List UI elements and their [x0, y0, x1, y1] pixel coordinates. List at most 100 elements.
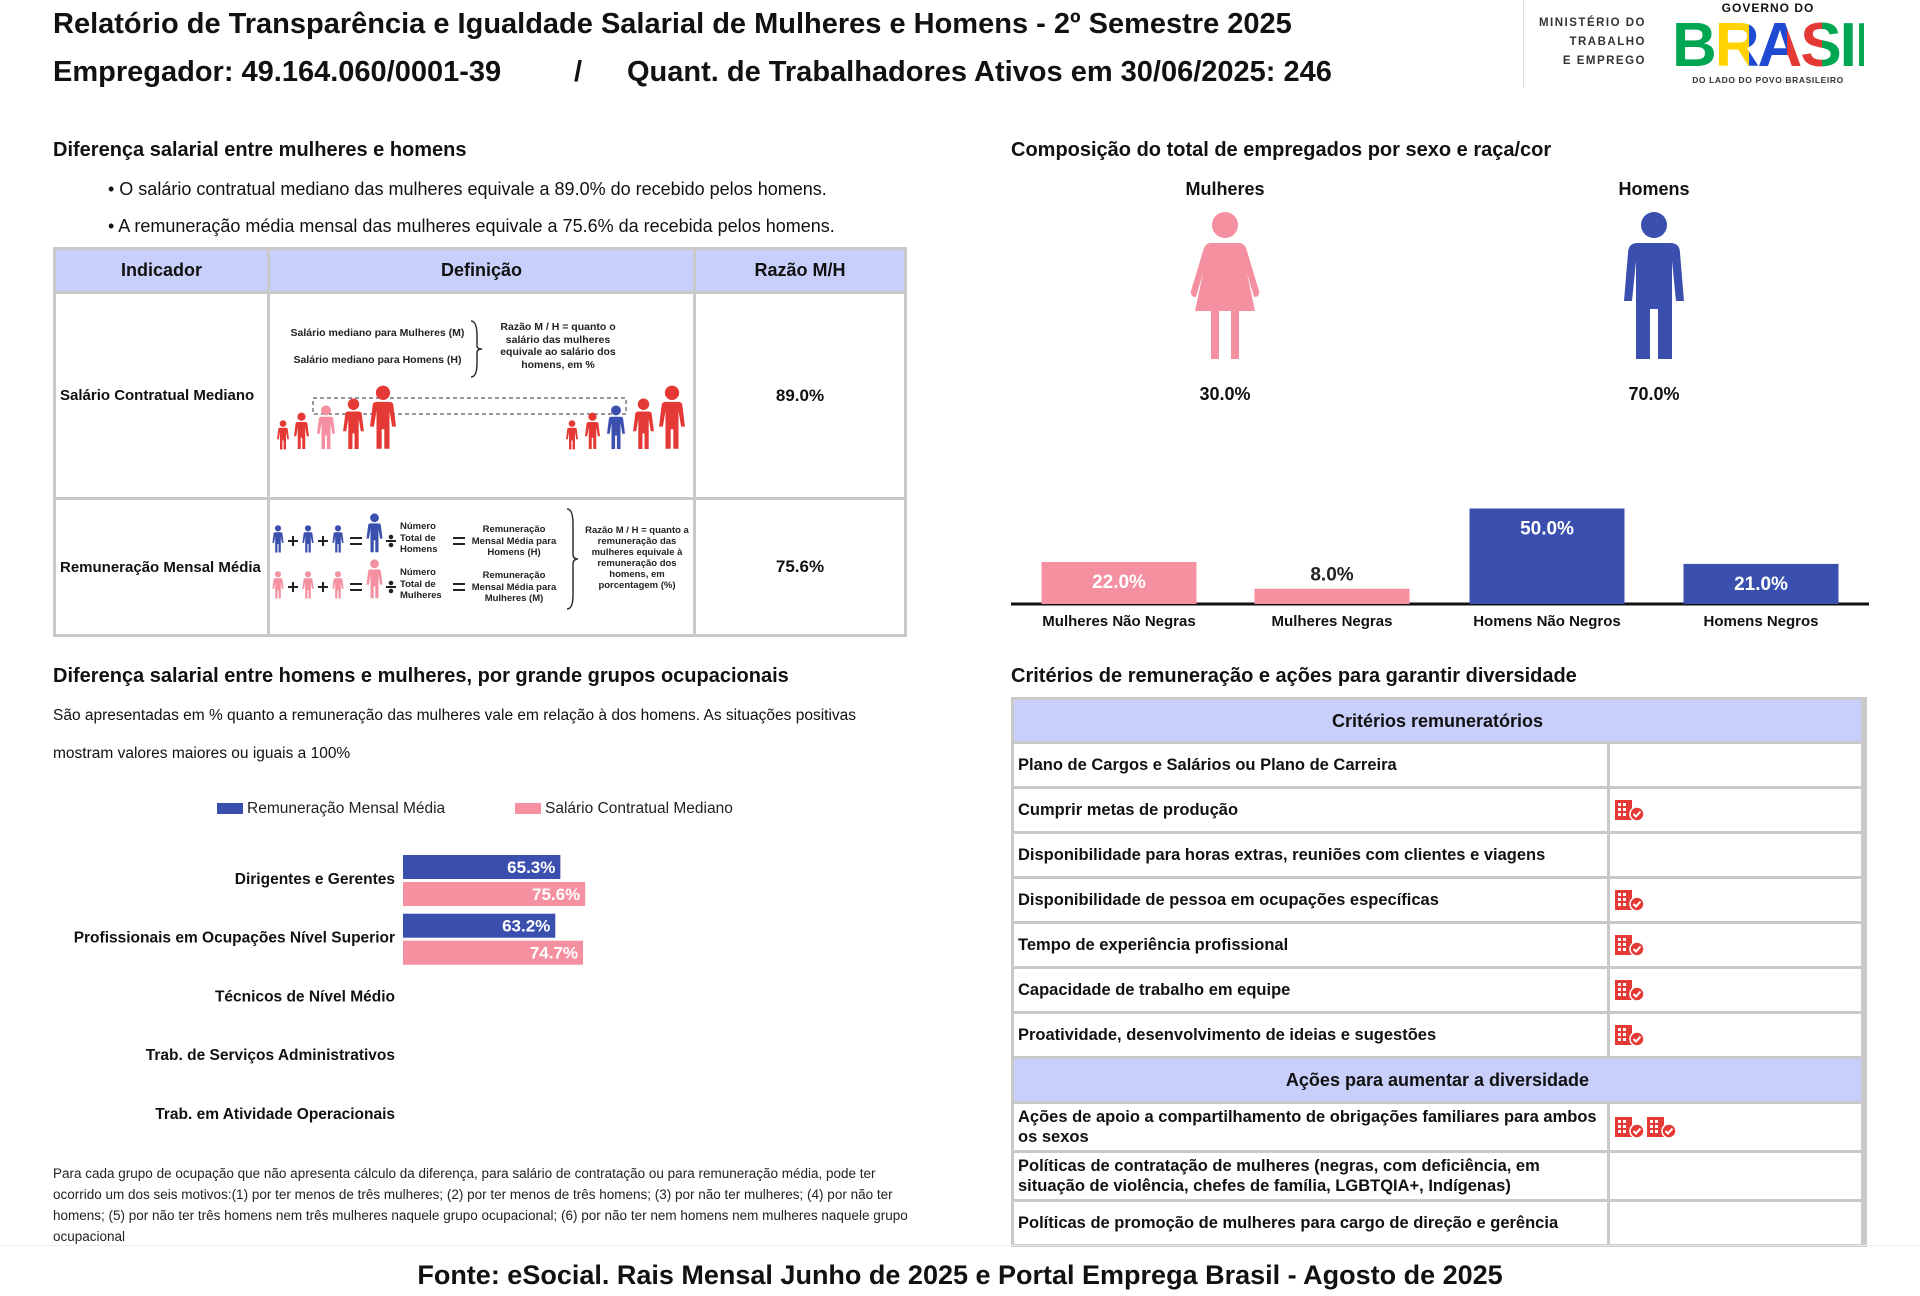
women-label: Mulheres: [1185, 179, 1265, 199]
bar: [1469, 508, 1625, 604]
icon-cell: [1610, 1104, 1861, 1150]
table-header: Razão M/H: [696, 250, 904, 291]
category-label: Homens Não Negros: [1473, 613, 1621, 630]
criterion: Disponibilidade de pessoa em ocupações e…: [1014, 879, 1607, 921]
category-label: Técnicos de Nível Médio: [215, 988, 395, 1005]
definition-cell: [270, 500, 693, 634]
criterion: Proatividade, desenvolvimento de ideias …: [1014, 1014, 1607, 1056]
icon: [1646, 1115, 1678, 1139]
value-label: 65.3%: [507, 858, 555, 877]
value-label: 63.2%: [502, 917, 550, 936]
bar: [403, 882, 586, 906]
icon-cell: [1610, 1153, 1861, 1199]
icon: [1614, 888, 1646, 912]
icon-cell: [1610, 1014, 1861, 1056]
bar: [403, 855, 561, 879]
icon: [1614, 1115, 1646, 1139]
bar: [403, 940, 584, 965]
ministry-line: MINISTÉRIO DO: [1538, 17, 1646, 29]
category-label: Mulheres Não Negras: [1042, 613, 1195, 630]
legend-label: Remuneração Mensal Média: [247, 800, 446, 817]
bar: [1254, 588, 1410, 604]
definition-text: Razão M / H = quanto o salário das mulhe…: [500, 321, 616, 371]
value-label: 50.0%: [1520, 519, 1574, 540]
icon-cell: [1610, 924, 1861, 966]
definition-text: Remuneração Mensal Média para Homens (H): [471, 524, 557, 558]
section-title: Critérios de remuneração e ações para ga…: [1011, 665, 1577, 687]
legend-swatch: [515, 803, 541, 814]
category-label: Homens Negros: [1703, 613, 1818, 630]
table-header: Indicador: [56, 250, 267, 291]
table-header: Definição: [270, 250, 693, 291]
gov-tagline: DO LADO DO POVO BRASILEIRO: [1692, 75, 1844, 85]
value-label: 75.6%: [532, 885, 580, 904]
definition-diagram: [277, 320, 685, 450]
man-figure: [1624, 212, 1684, 359]
indicator-table: Indicador Definição Razão M/H Salário Co…: [53, 247, 907, 637]
category-label: Dirigentes e Gerentes: [235, 871, 395, 888]
icon-cell: [1610, 1202, 1861, 1244]
value-label: 21.0%: [1734, 574, 1788, 595]
category-label: Trab. em Atividade Operacionais: [155, 1106, 395, 1123]
definition-text: Número Total de Mulheres: [400, 567, 442, 601]
definition-cell: [270, 294, 693, 497]
logo-divider: [1523, 0, 1524, 88]
section-title: Diferença salarial entre homens e mulher…: [53, 665, 789, 687]
definition-diagram: [272, 508, 579, 610]
women-share: 30.0%: [1199, 384, 1251, 404]
men-label: Homens: [1618, 179, 1690, 199]
definition-text: Razão M / H = quanto a remuneração das m…: [585, 525, 689, 591]
definition-text: Salário mediano para Mulheres (M): [290, 327, 465, 339]
definition-text: Salário mediano para Homens (H): [293, 354, 462, 366]
criterion: Disponibilidade para horas extras, reuni…: [1014, 834, 1607, 876]
footer-rule: [0, 1245, 1920, 1246]
note: Para cada grupo de ocupação que não apre…: [53, 1166, 908, 1244]
gov-brasil: BRASIL: [1672, 11, 1893, 80]
bar: [1041, 561, 1197, 604]
composition-chart: 22.0% Mulheres Não Negras 8.0% Mulheres Neg…: [1011, 508, 1869, 630]
section-title: Diferença salarial entre mulheres e home…: [53, 139, 467, 161]
category-label: Profissionais em Ocupações Nível Superio…: [74, 930, 395, 947]
occupational-chart: Remuneração Mensal Média Salário Contratu…: [74, 800, 733, 1123]
criteria-table: Critérios remuneratórios Plano de Cargos…: [1011, 697, 1867, 1247]
value-label: 8.0%: [1310, 565, 1353, 586]
ratio: 89.0%: [696, 294, 904, 497]
separator: /: [574, 56, 583, 88]
definition-text: Número Total de Homens: [400, 521, 438, 555]
men-share: 70.0%: [1628, 384, 1680, 404]
icon: [1614, 933, 1646, 957]
criterion: Cumprir metas de produção: [1014, 789, 1607, 831]
value-label: 22.0%: [1092, 572, 1146, 593]
bullet: • A remuneração média mensal das mulhere…: [108, 216, 835, 236]
icon-cell: [1610, 789, 1861, 831]
icon: [1614, 798, 1646, 822]
indicator: Remuneração Mensal Média: [56, 500, 267, 634]
section-title: Composição do total de empregados por se…: [1011, 139, 1552, 161]
footer-source: Fonte: eSocial. Rais Mensal Junho de 202…: [417, 1260, 1503, 1290]
indicator: Salário Contratual Mediano: [56, 294, 267, 497]
icon-cell: [1610, 969, 1861, 1011]
category-label: Mulheres Negras: [1272, 613, 1393, 630]
definition-text: Remuneração Mensal Média para Mulheres (…: [471, 570, 557, 604]
woman-figure: [1190, 212, 1260, 359]
criterion: Tempo de experiência profissional: [1014, 924, 1607, 966]
title: Relatório de Transparência e Igualdade S…: [53, 8, 1292, 40]
ratio: 75.6%: [696, 500, 904, 634]
criterion: Plano de Cargos e Salários ou Plano de C…: [1014, 744, 1607, 786]
icon: [1614, 1023, 1646, 1047]
table-heading: Ações para aumentar a diversidade: [1014, 1059, 1861, 1101]
bar: [1683, 563, 1839, 604]
ministry-line: TRABALHO: [1569, 36, 1646, 48]
action: Políticas de contratação de mulheres (ne…: [1014, 1153, 1607, 1199]
icon-cell: [1610, 744, 1861, 786]
table-heading: Critérios remuneratórios: [1014, 700, 1861, 741]
employer: Empregador: 49.164.060/0001-39: [53, 56, 502, 88]
icon-cell: [1610, 879, 1861, 921]
action: Ações de apoio a compartilhamento de obr…: [1014, 1104, 1607, 1150]
gov-label: GOVERNO DO: [1721, 1, 1815, 15]
description: São apresentadas em % quanto a remuneraç…: [53, 707, 857, 762]
workers: Quant. de Trabalhadores Ativos em 30/06/…: [627, 56, 1332, 88]
legend-swatch: [217, 803, 243, 814]
